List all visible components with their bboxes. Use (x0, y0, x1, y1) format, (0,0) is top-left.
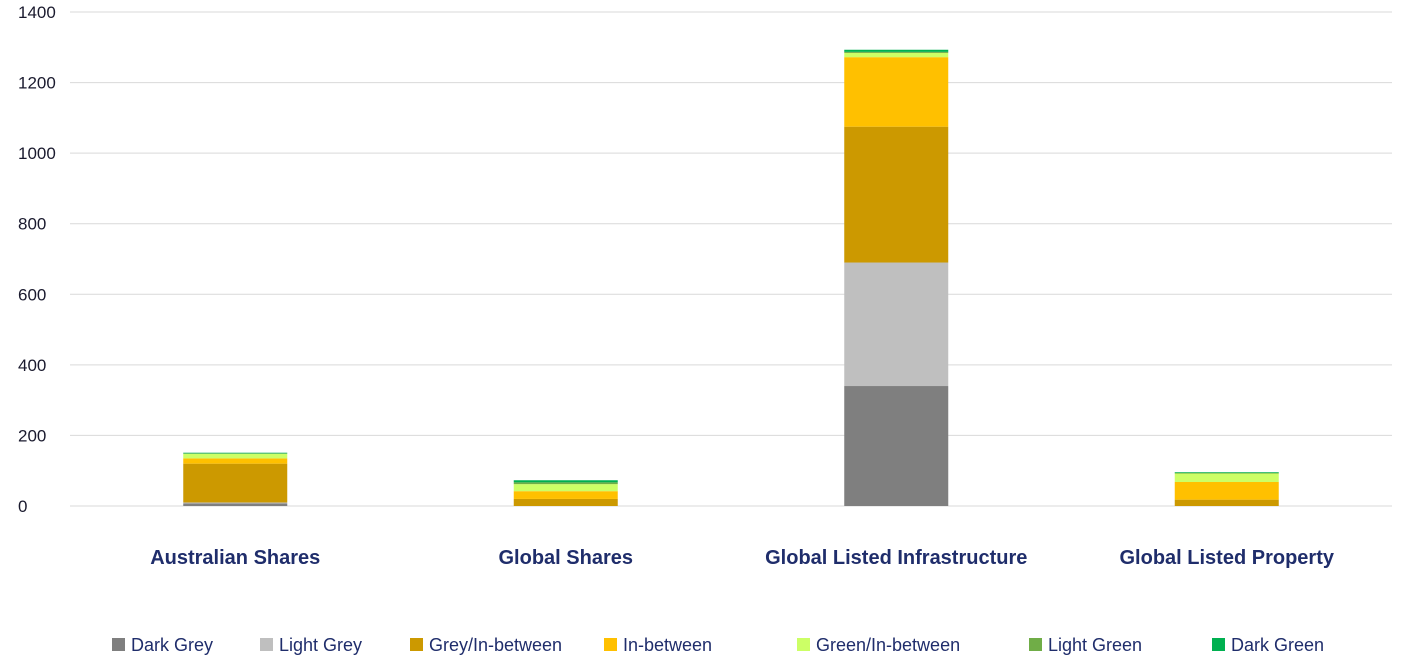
legend-label: In-between (623, 635, 712, 655)
y-tick-label: 1400 (18, 3, 56, 22)
category-label: Australian Shares (150, 547, 320, 569)
category-label: Global Listed Property (1120, 547, 1335, 569)
legend-label: Green/In-between (816, 635, 960, 655)
bar-segment (1174, 473, 1279, 483)
category-label: Global Shares (499, 547, 634, 569)
bar-segment (844, 51, 949, 53)
bar-segment (1174, 499, 1279, 506)
legend-label: Light Green (1048, 635, 1142, 655)
y-tick-label: 200 (18, 426, 46, 445)
legend-swatch (410, 638, 423, 651)
bar-segment (513, 498, 618, 506)
bar-segment (183, 458, 288, 464)
legend-swatch (1029, 638, 1042, 651)
y-tick-label: 0 (18, 497, 27, 516)
category-label: Global Listed Infrastructure (765, 547, 1027, 569)
bar-segment (844, 386, 949, 506)
bar-segment (513, 484, 618, 492)
bar-segment (844, 126, 949, 263)
x-axis-category-labels: Australian Shares Global Shares Global Lis… (150, 547, 1335, 569)
bar-segment (844, 262, 949, 387)
bar-segment (183, 452, 288, 454)
legend-swatch (604, 638, 617, 651)
legend: Dark Grey Light Grey Grey/In-between In-bet… (112, 635, 1324, 655)
legend-swatch (112, 638, 125, 651)
bar-segment (183, 453, 288, 459)
bar-segment (844, 52, 949, 58)
bar-segment (1174, 472, 1279, 473)
bar-segment (513, 480, 618, 483)
bar-segment (183, 502, 288, 504)
gridlines (70, 11, 1392, 507)
legend-label: Dark Green (1231, 635, 1324, 655)
bar-segment (844, 49, 949, 52)
legend-swatch (1212, 638, 1225, 651)
legend-label: Dark Grey (131, 635, 213, 655)
bar-segment (183, 463, 288, 503)
legend-label: Light Grey (279, 635, 362, 655)
bar-segment (1174, 482, 1279, 500)
y-tick-label: 800 (18, 215, 46, 234)
bar-segment (1174, 472, 1279, 474)
bar-segment (513, 491, 618, 499)
legend-swatch (797, 638, 810, 651)
bar-segment (513, 482, 618, 485)
bar-segment (183, 503, 288, 506)
y-axis-tick-labels: 0 200 400 600 800 1000 1200 1400 (18, 3, 56, 516)
y-tick-label: 1200 (18, 74, 56, 93)
legend-label: Grey/In-between (429, 635, 562, 655)
legend-swatch (260, 638, 273, 651)
bar-segments (183, 49, 1279, 506)
y-tick-label: 400 (18, 356, 46, 375)
y-tick-label: 1000 (18, 144, 56, 163)
y-tick-label: 600 (18, 285, 46, 304)
bar-segment (844, 57, 949, 127)
